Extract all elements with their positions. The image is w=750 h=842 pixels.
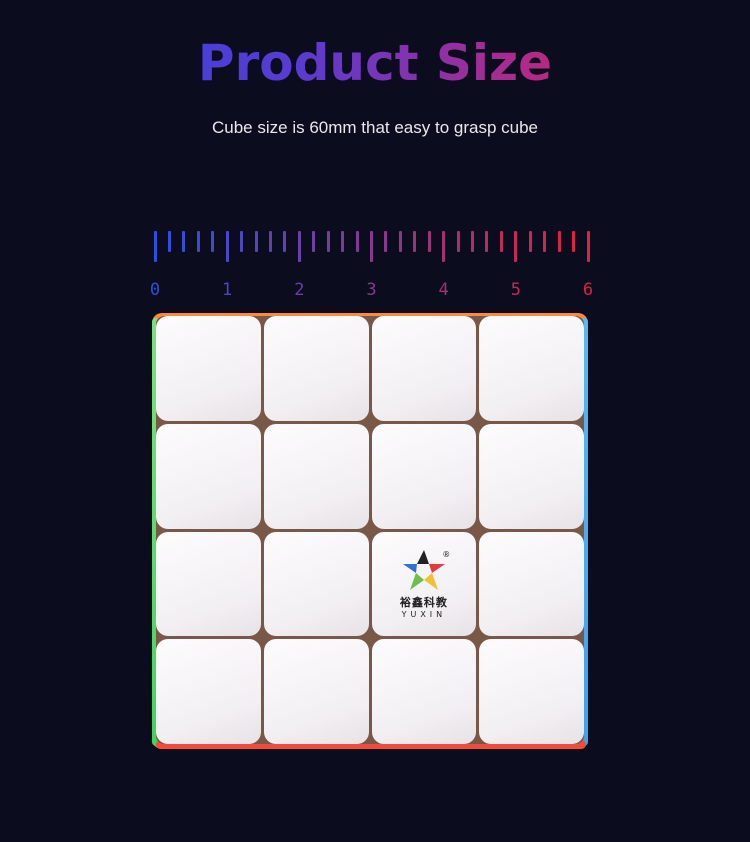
ruler: 0 1 2 3 4 5 6 xyxy=(0,0,750,310)
ruler-label: 1 xyxy=(222,280,233,300)
cube-tile xyxy=(371,639,477,744)
ruler-minor-tick xyxy=(427,231,431,252)
cube-bottom-edge xyxy=(156,740,586,749)
ruler-major-tick xyxy=(153,231,157,262)
ruler-minor-tick xyxy=(182,231,186,252)
registered-mark: ® xyxy=(442,549,451,559)
cube-tile: ® 裕鑫科教 YUXIN xyxy=(371,531,477,637)
ruler-major-tick xyxy=(225,231,229,262)
ruler-minor-tick xyxy=(398,231,402,252)
ruler-minor-tick xyxy=(341,231,345,252)
ruler-minor-tick xyxy=(283,231,287,252)
cube-tile xyxy=(371,423,477,529)
ruler-minor-tick xyxy=(572,231,576,252)
cube-tile xyxy=(156,531,261,637)
cube-tile xyxy=(479,531,584,637)
cube-tile xyxy=(156,639,261,744)
subtitle: Cube size is 60mm that easy to grasp cub… xyxy=(212,118,538,137)
star-logo-icon xyxy=(402,550,445,591)
ruler-minor-tick xyxy=(499,231,503,252)
ruler-label: 6 xyxy=(582,280,594,300)
ruler-minor-tick xyxy=(384,231,388,252)
ruler-minor-tick xyxy=(355,231,359,252)
ruler-minor-tick xyxy=(312,231,316,252)
brand-logo: ® 裕鑫科教 YUXIN xyxy=(372,532,477,637)
ruler-label: 3 xyxy=(366,280,377,300)
cube-tile xyxy=(479,316,584,421)
cube-tile xyxy=(263,316,369,421)
ruler-minor-tick xyxy=(211,231,215,252)
cube-tile xyxy=(479,423,584,529)
ruler-minor-tick xyxy=(326,231,330,252)
ruler-minor-tick xyxy=(557,231,561,252)
ruler-minor-tick xyxy=(471,231,475,252)
ruler-major-tick xyxy=(514,231,518,262)
ruler-minor-tick xyxy=(240,231,244,252)
ruler-minor-tick xyxy=(485,231,489,252)
brand-name-cn: 裕鑫科教 xyxy=(399,596,448,610)
cube-face: ® 裕鑫科教 YUXIN xyxy=(156,316,584,744)
ruler-major-tick xyxy=(586,231,590,262)
ruler-minor-tick xyxy=(413,231,417,252)
ruler-minor-tick xyxy=(268,231,272,252)
cube-tile xyxy=(263,639,369,744)
ruler-label: 4 xyxy=(438,280,449,300)
cube-tile xyxy=(371,316,477,421)
ruler-minor-tick xyxy=(528,231,532,252)
ruler-label: 0 xyxy=(149,280,161,300)
ruler-major-tick xyxy=(297,231,301,262)
ruler-minor-tick xyxy=(543,231,547,252)
cube-tile xyxy=(156,423,261,529)
brand-name-en: YUXIN xyxy=(401,610,447,620)
ruler-major-tick xyxy=(442,231,446,262)
cube-right-edge xyxy=(580,318,588,746)
ruler-label: 5 xyxy=(510,280,521,300)
ruler-major-tick xyxy=(370,231,373,262)
cube-tile xyxy=(263,423,369,529)
cube-tile xyxy=(263,531,369,637)
ruler-minor-tick xyxy=(167,231,171,252)
cube-tile xyxy=(156,316,261,421)
page-title: Product Size xyxy=(0,34,750,92)
cube-tile xyxy=(479,639,584,744)
ruler-minor-tick xyxy=(196,231,200,252)
ruler-minor-tick xyxy=(456,231,460,252)
ruler-label: 2 xyxy=(294,280,305,300)
ruler-minor-tick xyxy=(254,231,258,252)
